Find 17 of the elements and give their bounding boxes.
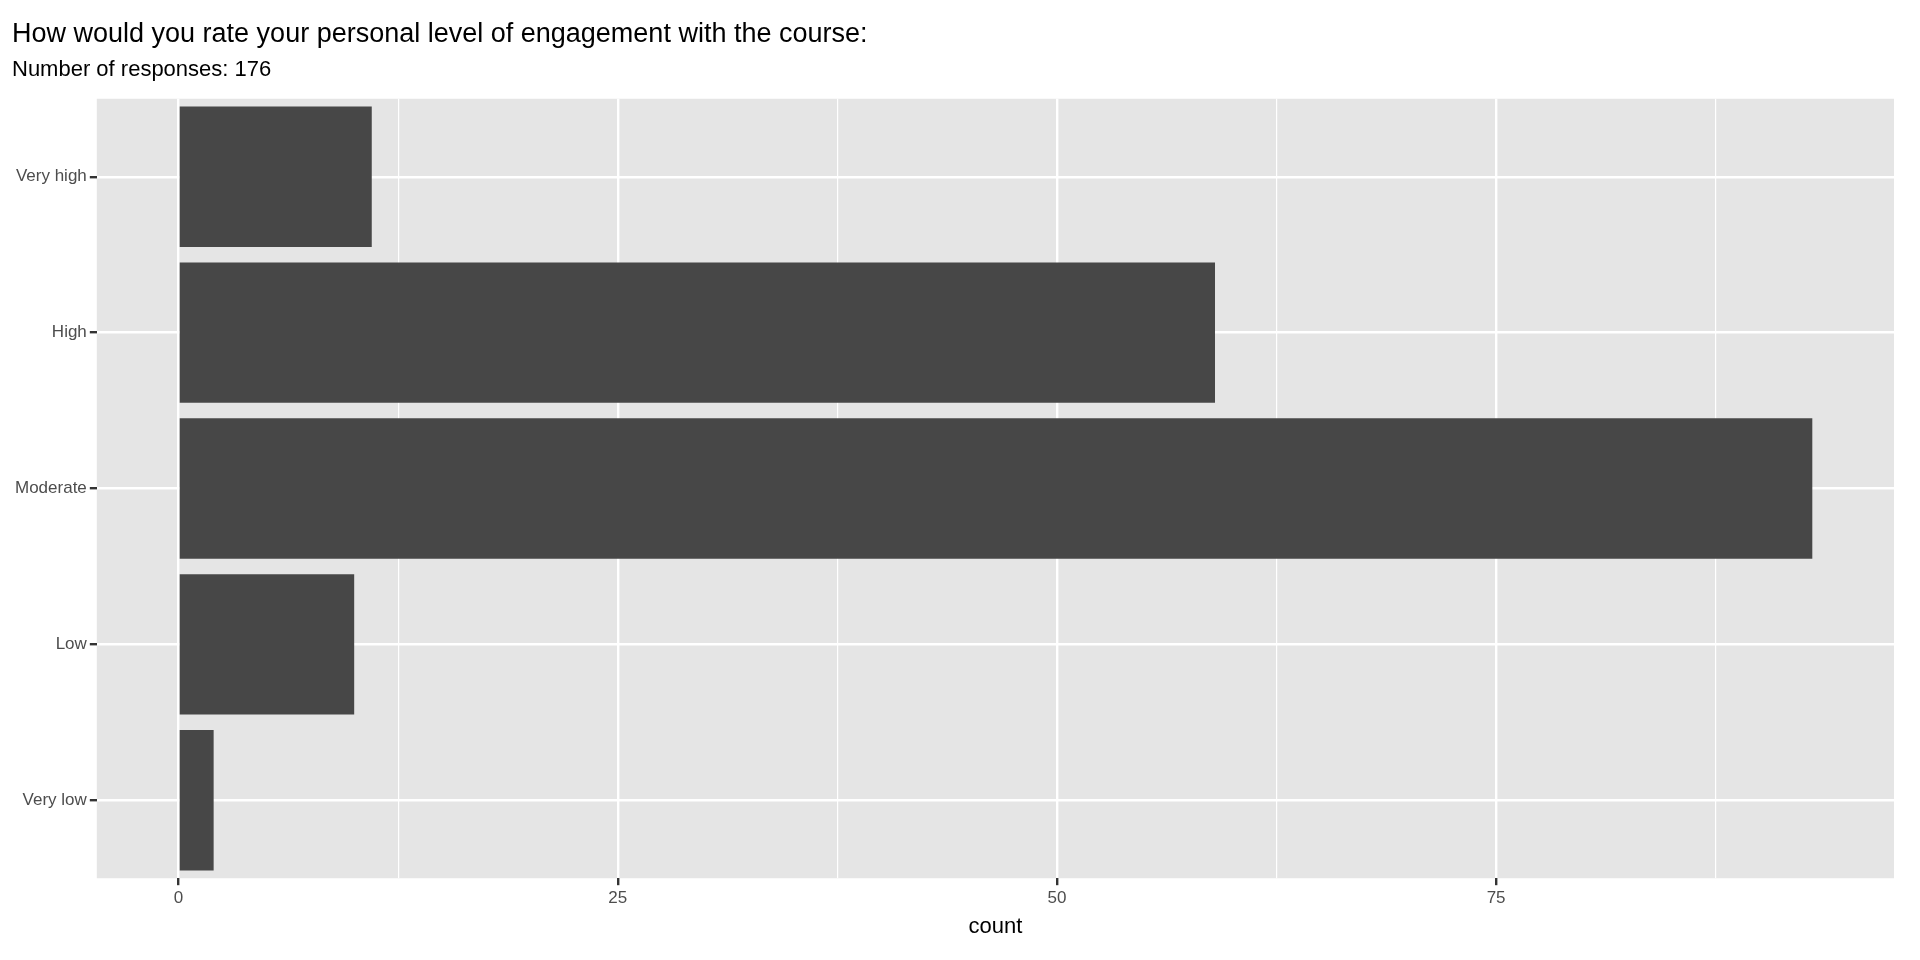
- chart-title: How would you rate your personal level of engagement with the course:: [12, 17, 868, 48]
- chart-subtitle: Number of responses: 176: [12, 55, 272, 81]
- y-tick-label: Very low: [22, 789, 88, 809]
- bar: [179, 262, 1216, 403]
- bar: [179, 418, 1813, 559]
- x-tick-label: 75: [1486, 888, 1506, 908]
- x-tick-label: 50: [1047, 888, 1067, 908]
- x-tick-label: 25: [608, 888, 628, 908]
- y-tick-label: High: [51, 322, 87, 342]
- y-tick-label: Moderate: [14, 478, 87, 498]
- bar: [179, 730, 214, 871]
- bar: [179, 574, 355, 715]
- y-tick-label: Very high: [15, 166, 87, 186]
- bar: [179, 106, 372, 247]
- x-tick-label: 0: [173, 888, 184, 908]
- y-tick-label: Low: [55, 634, 88, 654]
- x-axis-title: count: [968, 912, 1023, 938]
